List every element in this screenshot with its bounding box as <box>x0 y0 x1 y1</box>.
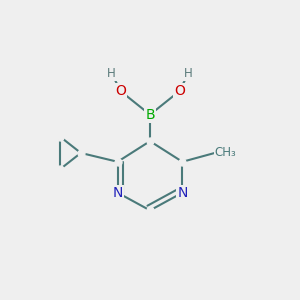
Text: H: H <box>107 67 116 80</box>
Text: N: N <box>112 186 123 200</box>
Text: H: H <box>184 67 193 80</box>
Text: B: B <box>145 108 155 122</box>
Text: O: O <box>174 84 185 98</box>
Text: N: N <box>177 186 188 200</box>
Text: O: O <box>115 84 126 98</box>
Text: CH₃: CH₃ <box>215 146 236 159</box>
